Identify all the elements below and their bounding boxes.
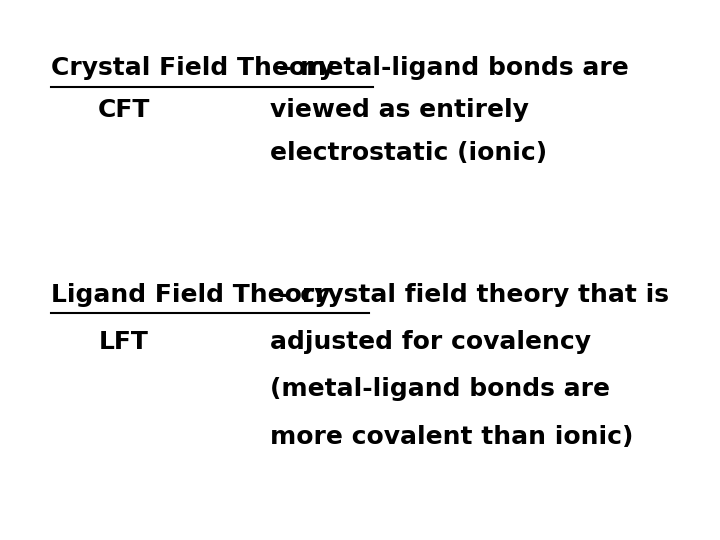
Text: CFT: CFT xyxy=(98,98,150,123)
Text: – metal-ligand bonds are: – metal-ligand bonds are xyxy=(270,56,629,80)
Text: more covalent than ionic): more covalent than ionic) xyxy=(270,424,633,449)
Text: (metal-ligand bonds are: (metal-ligand bonds are xyxy=(270,377,610,401)
Text: LFT: LFT xyxy=(99,330,149,354)
Text: Crystal Field Theory: Crystal Field Theory xyxy=(51,56,335,80)
Text: electrostatic (ionic): electrostatic (ionic) xyxy=(270,140,547,165)
Text: viewed as entirely: viewed as entirely xyxy=(270,98,528,123)
Text: adjusted for covalency: adjusted for covalency xyxy=(270,330,591,354)
Text: Ligand Field Theory: Ligand Field Theory xyxy=(51,282,330,307)
Text: – crystal field theory that is: – crystal field theory that is xyxy=(270,282,669,307)
